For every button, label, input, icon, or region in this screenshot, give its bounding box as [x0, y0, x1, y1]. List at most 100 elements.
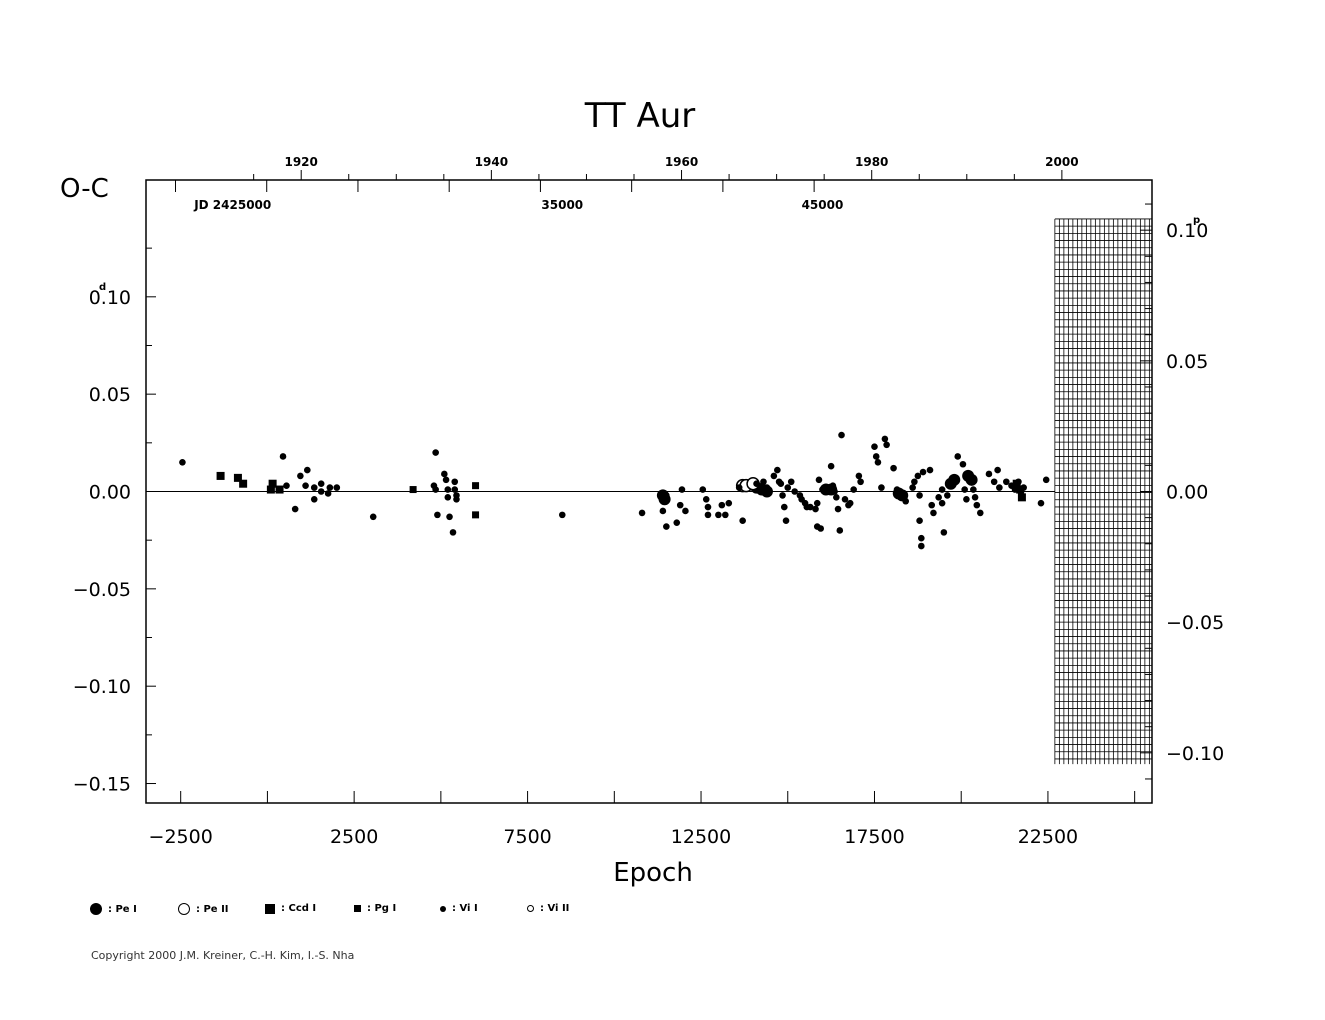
- axis-tick-labels: 0.10 0.05 0.00 −0.05 −0.10 −0.15 d −2500 2500 750…: [73, 155, 1224, 848]
- data-point-vi-i: [777, 480, 785, 488]
- data-point-vi-i: [916, 492, 923, 499]
- data-point-vi-i: [918, 534, 925, 542]
- data-point-vi-i: [302, 482, 309, 489]
- data-point-vi-i: [914, 472, 922, 480]
- data-point-vi-i: [558, 511, 566, 519]
- data-point-vi-i: [1003, 478, 1010, 486]
- data-point-vi-i: [881, 435, 889, 443]
- y-tick-label: −0.05: [73, 579, 131, 601]
- legend-item-ccd-i: : Ccd I: [265, 903, 316, 914]
- data-point-vi-i: [874, 458, 882, 466]
- data-point-vi-i: [310, 495, 318, 503]
- data-point-vi-i: [444, 494, 452, 501]
- data-point-vi-i: [279, 453, 287, 460]
- data-point-vi-i: [985, 470, 993, 478]
- data-point-vi-i: [938, 486, 946, 493]
- data-point-vi-i: [878, 484, 885, 491]
- right-tick-label: 0.05: [1166, 351, 1208, 373]
- legend-item-pe-i: : Pe I: [90, 903, 137, 915]
- data-point-vi-i: [779, 492, 786, 499]
- data-point-vi-i: [871, 443, 878, 451]
- jd-tick-label: 45000: [802, 198, 844, 212]
- data-point-vi-i: [928, 501, 936, 509]
- data-point-vi-i: [297, 472, 304, 480]
- data-point-vi-i: [930, 509, 937, 517]
- data-point-vi-i: [451, 486, 459, 493]
- legend-item-vi-ii: : Vi II: [527, 903, 569, 914]
- data-point-vi-i: [782, 517, 790, 525]
- legend-item-pe-ii: : Pe II: [178, 903, 229, 915]
- data-point-vi-i: [855, 472, 863, 480]
- data-point-vi-i: [813, 499, 821, 507]
- y-tick-label: −0.15: [73, 774, 131, 796]
- data-points: [179, 431, 1050, 550]
- data-point-vi-i: [434, 511, 441, 519]
- data-point-vi-i: [704, 511, 712, 519]
- data-point-vi-i: [1015, 478, 1022, 486]
- data-point-vi-i: [831, 488, 838, 495]
- data-point-pg-i: [472, 482, 480, 490]
- data-point-ccd-i: [239, 479, 248, 488]
- data-point-vi-i: [919, 468, 927, 476]
- x-tick-label: 7500: [503, 826, 551, 848]
- data-point-vi-i: [893, 486, 901, 493]
- data-point-vi-i: [916, 517, 923, 525]
- legend-label: : Pe II: [196, 903, 229, 915]
- data-point-vi-i: [682, 507, 689, 515]
- data-point-vi-i: [834, 505, 842, 513]
- filled-circle-small-icon: [440, 905, 446, 912]
- data-point-ccd-i: [233, 473, 242, 482]
- data-point-vi-i: [324, 490, 332, 497]
- data-point-vi-i: [944, 492, 951, 499]
- year-tick-label: 1960: [665, 155, 698, 169]
- x-tick-label: 12500: [671, 826, 731, 848]
- year-tick-label: 2000: [1045, 155, 1078, 169]
- data-point-vi-i: [441, 470, 448, 478]
- right-tick-label: 0.00: [1166, 482, 1208, 504]
- data-point-vi-i: [446, 513, 453, 521]
- data-point-vi-i: [990, 478, 998, 486]
- data-point-vi-i: [673, 519, 681, 526]
- y-tick-label: 0.05: [89, 384, 131, 406]
- data-point-ccd-i: [1017, 493, 1026, 502]
- data-point-vi-i: [829, 482, 837, 489]
- data-point-vi-i: [753, 480, 760, 488]
- data-point-vi-i: [453, 495, 460, 503]
- data-point-vi-i: [317, 488, 325, 495]
- data-point-vi-i: [963, 495, 970, 503]
- right-tick-label: 0.10: [1166, 220, 1208, 242]
- axis-ticks: [146, 170, 1152, 803]
- data-point-vi-i: [179, 458, 186, 466]
- data-point-vi-i: [961, 486, 968, 493]
- year-tick-label: 1940: [475, 155, 508, 169]
- data-point-vi-i: [787, 478, 795, 486]
- y-tick-label: 0.00: [89, 482, 131, 504]
- x-tick-label: 22500: [1018, 826, 1078, 848]
- data-point-vi-i: [1042, 476, 1050, 484]
- data-point-vi-i: [451, 478, 459, 486]
- data-point-vi-i: [304, 466, 311, 474]
- data-point-vi-i: [663, 523, 670, 530]
- legend-label: : Pe I: [108, 903, 137, 915]
- data-point-vi-i: [959, 460, 967, 468]
- data-point-pg-i: [409, 486, 417, 494]
- data-point-vi-i: [926, 466, 934, 474]
- data-point-vi-i: [940, 529, 948, 536]
- jd-tick-label: 35000: [541, 198, 583, 212]
- data-point-vi-i: [317, 480, 325, 488]
- data-point-vi-i: [911, 478, 918, 486]
- data-point-vi-i: [815, 476, 823, 484]
- data-point-vi-i: [938, 499, 946, 507]
- data-point-vi-i: [812, 505, 819, 513]
- data-point-vi-i: [763, 484, 771, 491]
- year-tick-label: 1980: [855, 155, 888, 169]
- data-point-vi-i: [973, 501, 981, 509]
- data-point-vi-i: [872, 453, 880, 460]
- data-point-vi-i: [827, 462, 835, 470]
- right-unit-superscript: p: [1193, 215, 1200, 226]
- data-point-vi-i: [739, 517, 746, 525]
- data-point-vi-i: [774, 466, 781, 474]
- data-point-vi-i: [994, 466, 1001, 474]
- x-axis-label: Epoch: [613, 858, 693, 888]
